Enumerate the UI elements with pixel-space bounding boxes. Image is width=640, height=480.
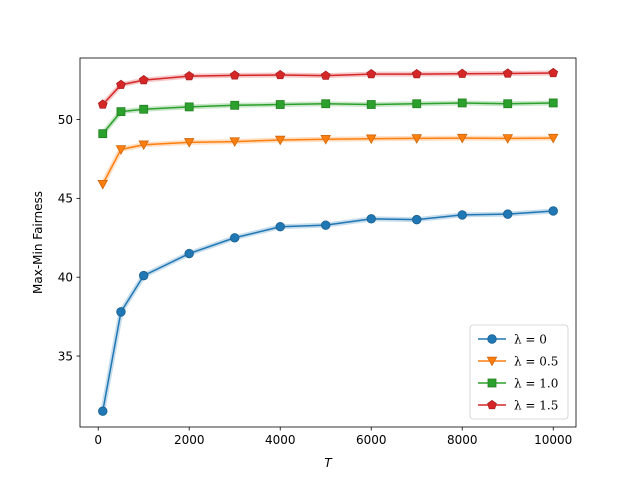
legend-label: λ = 1.5 xyxy=(514,398,558,412)
data-point xyxy=(320,70,331,80)
x-axis-label: T xyxy=(324,456,333,470)
legend-item-1: λ = 0.5 xyxy=(478,354,558,368)
data-point xyxy=(98,406,108,416)
data-point xyxy=(502,134,514,144)
data-point xyxy=(97,99,108,109)
data-point xyxy=(229,137,240,148)
series-1 xyxy=(97,133,559,190)
series-line xyxy=(102,210,554,412)
series-0 xyxy=(98,206,558,416)
legend: λ = 0 λ = 0.5 λ = 1.0 λ = 1.5 xyxy=(469,324,569,420)
legend-marker xyxy=(487,334,497,344)
data-point xyxy=(457,210,467,220)
data-point xyxy=(116,307,126,317)
data-point xyxy=(116,107,126,117)
data-point xyxy=(456,133,468,144)
x-tick-label: 6000 xyxy=(356,433,387,447)
legend-marker xyxy=(487,399,497,410)
data-point xyxy=(457,98,467,108)
data-point xyxy=(411,68,422,79)
data-point xyxy=(548,67,559,78)
y-tick-label: 45 xyxy=(58,192,73,206)
series-line xyxy=(102,137,554,185)
data-point xyxy=(320,135,331,145)
data-point xyxy=(184,71,195,81)
data-point xyxy=(230,100,240,110)
ticks-layer: 0 2000 4000 6000 8000 10000 35 40 45 50 xyxy=(58,113,573,447)
data-point xyxy=(547,133,559,144)
data-point xyxy=(412,99,422,109)
x-tick-label: 10000 xyxy=(534,433,572,447)
legend-marker xyxy=(487,378,497,388)
legend-label: λ = 1.0 xyxy=(514,376,558,390)
legend-item-3: λ = 1.5 xyxy=(478,398,558,412)
series-3 xyxy=(97,67,559,109)
data-point xyxy=(275,222,285,232)
data-point xyxy=(366,68,377,79)
data-point xyxy=(548,98,558,108)
x-tick-label: 4000 xyxy=(265,433,296,447)
data-point xyxy=(230,233,240,243)
data-point xyxy=(457,68,468,78)
data-point xyxy=(365,134,377,145)
data-point xyxy=(275,100,285,109)
data-point xyxy=(115,145,127,155)
data-point xyxy=(184,102,194,112)
data-point xyxy=(411,134,423,144)
x-tick-label: 8000 xyxy=(447,433,478,447)
y-tick-label: 35 xyxy=(58,349,73,363)
data-point xyxy=(503,99,513,109)
y-axis-label: Max-Min Fairness xyxy=(31,191,45,294)
legend-item-2: λ = 1.0 xyxy=(478,376,558,390)
data-point xyxy=(321,220,331,230)
legend-label: λ = 0 xyxy=(514,332,547,346)
data-point xyxy=(548,206,558,216)
data-point xyxy=(412,214,422,225)
data-point xyxy=(321,99,331,109)
data-point xyxy=(275,69,286,80)
x-tick-label: 0 xyxy=(94,433,102,447)
data-point xyxy=(138,74,149,85)
data-point xyxy=(366,100,376,109)
data-point xyxy=(229,70,240,80)
legend-item-0: λ = 0 xyxy=(478,332,547,346)
data-point xyxy=(98,129,108,139)
data-point xyxy=(139,270,149,281)
legend-box xyxy=(469,324,569,420)
data-point xyxy=(97,179,109,190)
data-point xyxy=(274,135,286,146)
series-layer xyxy=(97,67,559,416)
axes-frame xyxy=(79,57,577,428)
data-point xyxy=(184,248,194,259)
data-point xyxy=(183,138,195,148)
data-point xyxy=(503,209,513,219)
series-2 xyxy=(98,98,558,139)
series-confidence-band xyxy=(100,135,554,186)
legend-marker xyxy=(486,356,498,367)
data-point xyxy=(138,140,149,151)
data-point xyxy=(502,68,513,78)
data-point xyxy=(366,214,376,224)
x-tick-label: 2000 xyxy=(174,433,205,447)
data-point xyxy=(139,104,149,114)
data-point xyxy=(116,79,126,89)
y-tick-label: 40 xyxy=(58,270,73,284)
legend-label: λ = 0.5 xyxy=(514,354,558,368)
y-tick-label: 50 xyxy=(58,113,73,127)
